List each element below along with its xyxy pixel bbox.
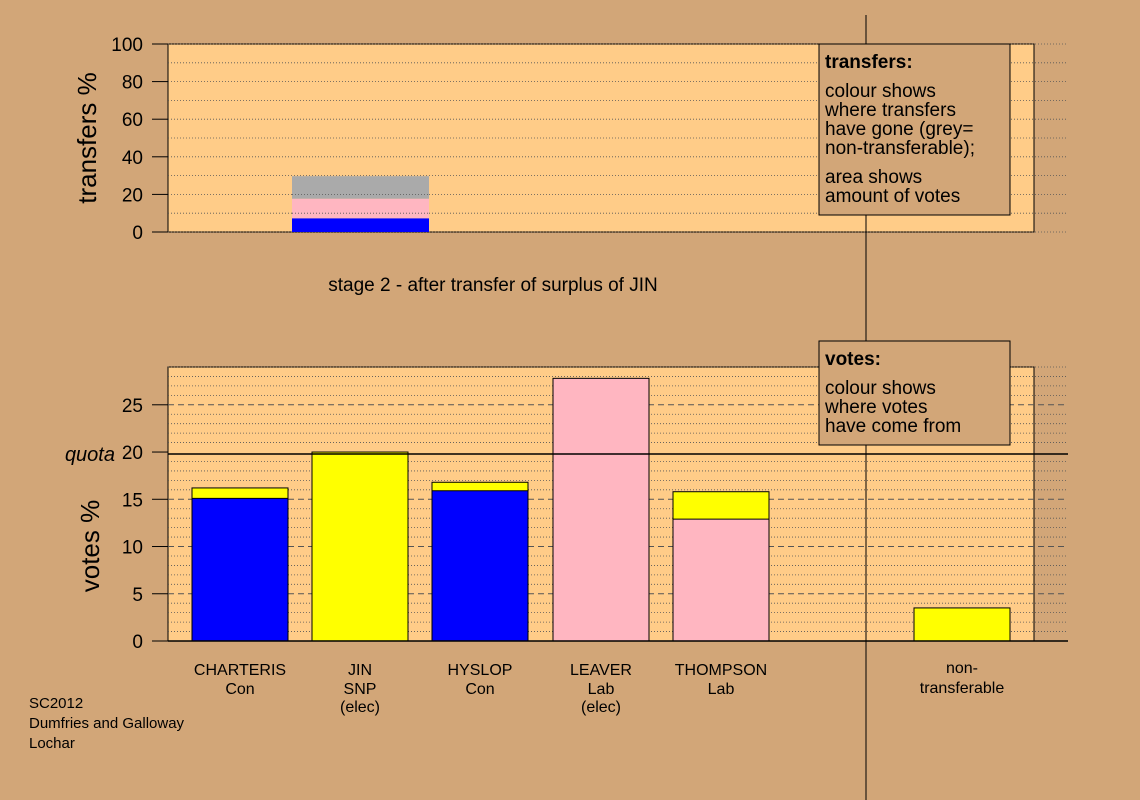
transfers-legend-line: amount of votes bbox=[825, 186, 960, 207]
nontransferable-label: non- bbox=[946, 660, 978, 677]
transfers-legend-line: area shows bbox=[825, 167, 922, 188]
candidate-labels: CHARTERISConJINSNP(elec)HYSLOPConLEAVERL… bbox=[194, 660, 1004, 716]
candidate-name: CHARTERIS bbox=[194, 662, 286, 679]
candidate-party: Con bbox=[465, 681, 494, 698]
votes-legend: votes: colour shows where votes have com… bbox=[818, 340, 1011, 446]
transfers-legend-line: have gone (grey= bbox=[825, 119, 973, 140]
transfers-legend-title: transfers: bbox=[825, 52, 913, 73]
candidate-bar-segment bbox=[673, 519, 769, 641]
transfers-y-tick-label: 80 bbox=[122, 73, 143, 94]
candidate-name: JIN bbox=[348, 662, 372, 679]
transfers-bars bbox=[292, 176, 429, 232]
candidate-party: SNP bbox=[344, 681, 377, 698]
transfers-y-axis-title: transfers % bbox=[72, 72, 102, 204]
candidate-bar-segment bbox=[553, 378, 649, 641]
candidate-name: THOMPSON bbox=[675, 662, 767, 679]
transfers-y-ticks: 0 20 40 60 80 100 bbox=[111, 35, 168, 244]
footer-election: SC2012 bbox=[29, 695, 83, 712]
nontransferable-segment bbox=[914, 607, 1010, 641]
votes-bars bbox=[191, 377, 1011, 642]
votes-y-tick-label: 25 bbox=[122, 396, 143, 417]
candidate-party: Lab bbox=[708, 681, 735, 698]
stage-label: stage 2 - after transfer of surplus of J… bbox=[328, 275, 657, 296]
votes-y-tick-label: 20 bbox=[122, 443, 143, 464]
candidate-bar-segment bbox=[192, 487, 288, 499]
votes-y-tick-label: 10 bbox=[122, 538, 143, 559]
transfers-y-tick-label: 100 bbox=[111, 35, 143, 56]
candidate-name: LEAVER bbox=[570, 662, 632, 679]
transfers-y-tick-label: 20 bbox=[122, 185, 143, 206]
candidate-party: Lab bbox=[588, 681, 615, 698]
transfers-legend: transfers: colour shows where transfers … bbox=[818, 43, 1011, 216]
votes-legend-line: colour shows bbox=[825, 378, 936, 399]
footer-region: Dumfries and Galloway bbox=[29, 715, 185, 732]
votes-legend-line: where votes bbox=[824, 397, 927, 418]
footer-constituency: Lochar bbox=[29, 735, 75, 752]
transfers-legend-line: where transfers bbox=[824, 100, 956, 121]
votes-legend-box bbox=[818, 340, 1011, 446]
transfer-segment bbox=[292, 198, 429, 219]
candidate-bar-segment bbox=[673, 491, 769, 520]
votes-y-tick-label: 15 bbox=[122, 490, 143, 511]
candidate-bar-segment bbox=[312, 452, 408, 641]
transfers-legend-line: colour shows bbox=[825, 81, 936, 102]
transfers-y-tick-label: 40 bbox=[122, 148, 143, 169]
votes-y-tick-label: 0 bbox=[132, 632, 143, 653]
transfers-y-tick-label: 0 bbox=[132, 223, 143, 244]
nontransferable-label: transferable bbox=[920, 680, 1005, 697]
votes-y-tick-label: 5 bbox=[132, 585, 143, 606]
candidate-name: HYSLOP bbox=[448, 662, 513, 679]
candidate-bar-segment bbox=[432, 490, 528, 641]
footer: SC2012 Dumfries and Galloway Lochar bbox=[29, 695, 185, 752]
transfer-segment bbox=[292, 218, 429, 232]
transfers-legend-box bbox=[818, 43, 1011, 216]
candidate-bar-segment bbox=[192, 498, 288, 641]
transfers-legend-line: non-transferable); bbox=[825, 138, 975, 159]
transfer-segment bbox=[292, 176, 429, 199]
candidate-elected-note: (elec) bbox=[581, 699, 621, 716]
candidate-elected-note: (elec) bbox=[340, 699, 380, 716]
votes-y-ticks: 0 5 10 15 20 25 bbox=[122, 396, 168, 653]
votes-y-axis-title: votes % bbox=[75, 500, 105, 593]
votes-legend-line: have come from bbox=[825, 416, 961, 437]
transfers-y-tick-label: 60 bbox=[122, 110, 143, 131]
candidate-party: Con bbox=[225, 681, 254, 698]
votes-legend-title: votes: bbox=[825, 349, 881, 370]
candidate-bar-segment bbox=[432, 482, 528, 491]
quota-label: quota bbox=[65, 444, 115, 466]
